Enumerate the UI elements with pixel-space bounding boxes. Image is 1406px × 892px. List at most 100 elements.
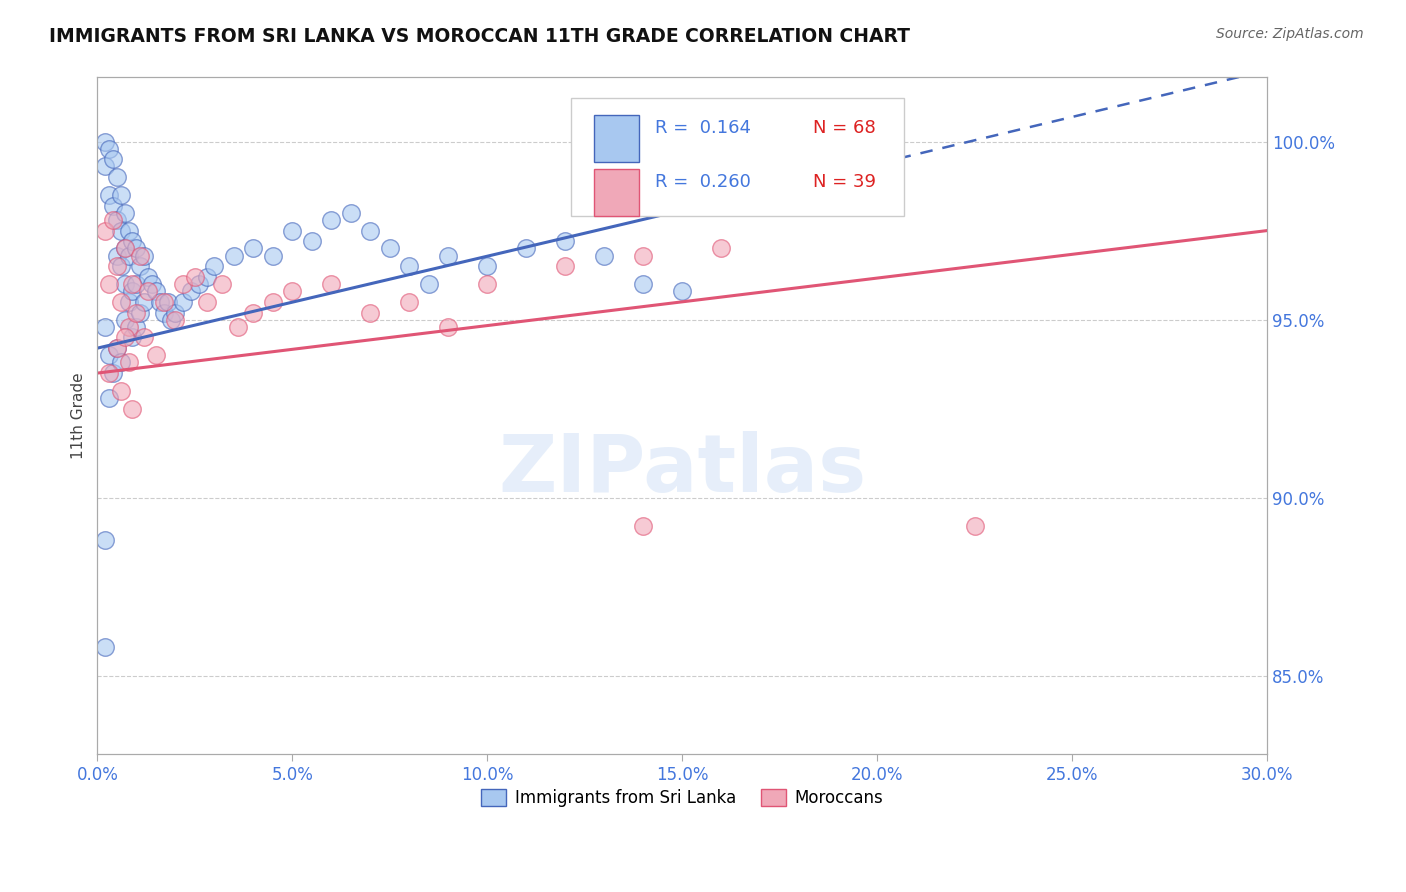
Point bbox=[105, 248, 128, 262]
Point bbox=[110, 384, 132, 398]
Point bbox=[195, 269, 218, 284]
Point bbox=[110, 294, 132, 309]
Point bbox=[631, 277, 654, 291]
Point bbox=[134, 248, 156, 262]
Point bbox=[378, 241, 401, 255]
Point bbox=[152, 305, 174, 319]
Point bbox=[145, 284, 167, 298]
Point bbox=[94, 640, 117, 655]
Point bbox=[242, 241, 264, 255]
Point bbox=[437, 319, 460, 334]
Point bbox=[125, 277, 148, 291]
Point bbox=[222, 248, 245, 262]
Point bbox=[94, 135, 117, 149]
Point bbox=[134, 330, 156, 344]
Point bbox=[515, 241, 537, 255]
Point bbox=[226, 319, 249, 334]
Point bbox=[98, 366, 121, 380]
Point bbox=[98, 277, 121, 291]
FancyBboxPatch shape bbox=[595, 115, 638, 162]
Point bbox=[963, 519, 986, 533]
Point bbox=[105, 341, 128, 355]
Point bbox=[195, 294, 218, 309]
Point bbox=[281, 284, 304, 298]
Point bbox=[110, 188, 132, 202]
Point bbox=[710, 241, 733, 255]
Point bbox=[593, 248, 616, 262]
Point bbox=[136, 284, 159, 298]
Legend: Immigrants from Sri Lanka, Moroccans: Immigrants from Sri Lanka, Moroccans bbox=[475, 782, 890, 814]
Point bbox=[105, 259, 128, 273]
Point bbox=[125, 241, 148, 255]
Point bbox=[165, 305, 187, 319]
Point bbox=[149, 294, 172, 309]
Point bbox=[187, 277, 209, 291]
Text: ZIPatlas: ZIPatlas bbox=[498, 431, 866, 509]
Point bbox=[110, 224, 132, 238]
Point bbox=[398, 294, 420, 309]
Point bbox=[94, 224, 117, 238]
Point bbox=[152, 294, 174, 309]
Point bbox=[160, 312, 183, 326]
Point bbox=[105, 341, 128, 355]
Point bbox=[281, 224, 304, 238]
Point bbox=[477, 259, 499, 273]
Point bbox=[211, 277, 233, 291]
Text: R =  0.164: R = 0.164 bbox=[655, 120, 751, 137]
Point bbox=[94, 160, 117, 174]
Point bbox=[121, 284, 143, 298]
Point bbox=[631, 248, 654, 262]
Point bbox=[321, 213, 343, 227]
Point bbox=[110, 355, 132, 369]
FancyBboxPatch shape bbox=[571, 98, 904, 216]
Point bbox=[117, 355, 139, 369]
Point bbox=[105, 213, 128, 227]
Point bbox=[184, 269, 207, 284]
Point bbox=[125, 305, 148, 319]
Point bbox=[98, 348, 121, 362]
Point bbox=[321, 277, 343, 291]
Point bbox=[145, 348, 167, 362]
Point bbox=[156, 294, 179, 309]
Point bbox=[98, 188, 121, 202]
FancyBboxPatch shape bbox=[595, 169, 638, 216]
Point bbox=[125, 319, 148, 334]
Point bbox=[359, 305, 381, 319]
Point bbox=[94, 533, 117, 548]
Point bbox=[114, 241, 136, 255]
Point bbox=[117, 294, 139, 309]
Point bbox=[114, 312, 136, 326]
Point bbox=[98, 391, 121, 405]
Point bbox=[121, 235, 143, 249]
Point bbox=[117, 248, 139, 262]
Point bbox=[129, 248, 152, 262]
Point bbox=[554, 259, 576, 273]
Point bbox=[437, 248, 460, 262]
Text: N = 39: N = 39 bbox=[813, 173, 876, 192]
Point bbox=[554, 235, 576, 249]
Point bbox=[172, 294, 194, 309]
Point bbox=[114, 241, 136, 255]
Point bbox=[398, 259, 420, 273]
Point bbox=[101, 366, 124, 380]
Point bbox=[477, 277, 499, 291]
Point bbox=[129, 305, 152, 319]
Point bbox=[121, 277, 143, 291]
Point bbox=[98, 142, 121, 156]
Point bbox=[121, 330, 143, 344]
Point bbox=[136, 269, 159, 284]
Point bbox=[262, 294, 284, 309]
Point bbox=[117, 319, 139, 334]
Point bbox=[101, 199, 124, 213]
Point bbox=[180, 284, 202, 298]
Point bbox=[117, 224, 139, 238]
Point bbox=[110, 259, 132, 273]
Text: IMMIGRANTS FROM SRI LANKA VS MOROCCAN 11TH GRADE CORRELATION CHART: IMMIGRANTS FROM SRI LANKA VS MOROCCAN 11… bbox=[49, 27, 910, 45]
Point bbox=[339, 206, 361, 220]
Point bbox=[134, 294, 156, 309]
Point bbox=[114, 277, 136, 291]
Point bbox=[141, 277, 163, 291]
Y-axis label: 11th Grade: 11th Grade bbox=[72, 373, 86, 459]
Point bbox=[94, 319, 117, 334]
Point bbox=[671, 284, 693, 298]
